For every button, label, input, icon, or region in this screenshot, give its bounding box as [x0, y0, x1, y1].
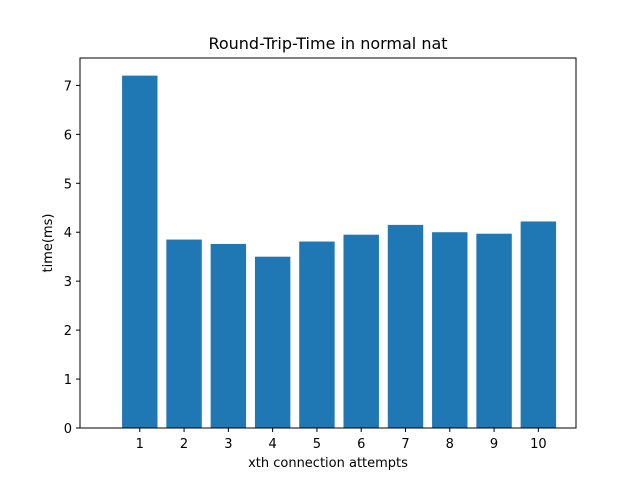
- y-tick-label-4: 4: [64, 226, 72, 241]
- bar-4: [254, 256, 291, 428]
- x-tick-label-7: 7: [401, 437, 409, 452]
- y-ticks-group: 0 1 2 3 4 5 6 7: [64, 79, 80, 437]
- bar-7: [387, 224, 424, 428]
- x-tick-label-3: 3: [224, 437, 232, 452]
- y-tick-label-5: 5: [64, 177, 72, 192]
- y-tick-label-7: 7: [64, 79, 72, 94]
- y-tick-label-1: 1: [64, 373, 72, 388]
- x-tick-label-2: 2: [180, 437, 188, 452]
- bar-5: [299, 241, 335, 428]
- bar-2: [166, 239, 202, 428]
- bar-6: [343, 234, 379, 428]
- x-tick-label-4: 4: [269, 437, 277, 452]
- x-tick-label-10: 10: [530, 437, 547, 452]
- y-tick-label-2: 2: [64, 324, 72, 339]
- x-axis-label: xth connection attempts: [248, 456, 408, 471]
- y-axis-label: time(ms): [41, 214, 56, 273]
- bar-9: [476, 233, 512, 428]
- y-tick-label-0: 0: [64, 422, 72, 437]
- x-tick-label-5: 5: [313, 437, 321, 452]
- y-tick-label-6: 6: [64, 128, 72, 143]
- x-ticks-group: 1 2 3 4 5 6 7 8 9 10: [136, 428, 547, 452]
- x-tick-label-6: 6: [357, 437, 365, 452]
- x-tick-label-8: 8: [446, 437, 454, 452]
- bar-10: [520, 221, 557, 428]
- x-tick-label-1: 1: [136, 437, 144, 452]
- chart-title: Round-Trip-Time in normal nat: [208, 34, 447, 53]
- x-tick-label-9: 9: [490, 437, 498, 452]
- plot-frame: [79, 57, 577, 429]
- bars-group: [122, 75, 557, 428]
- bar-8: [432, 232, 468, 428]
- y-tick-label-3: 3: [64, 275, 72, 290]
- bar-1: [122, 75, 158, 428]
- bar-3: [210, 243, 247, 428]
